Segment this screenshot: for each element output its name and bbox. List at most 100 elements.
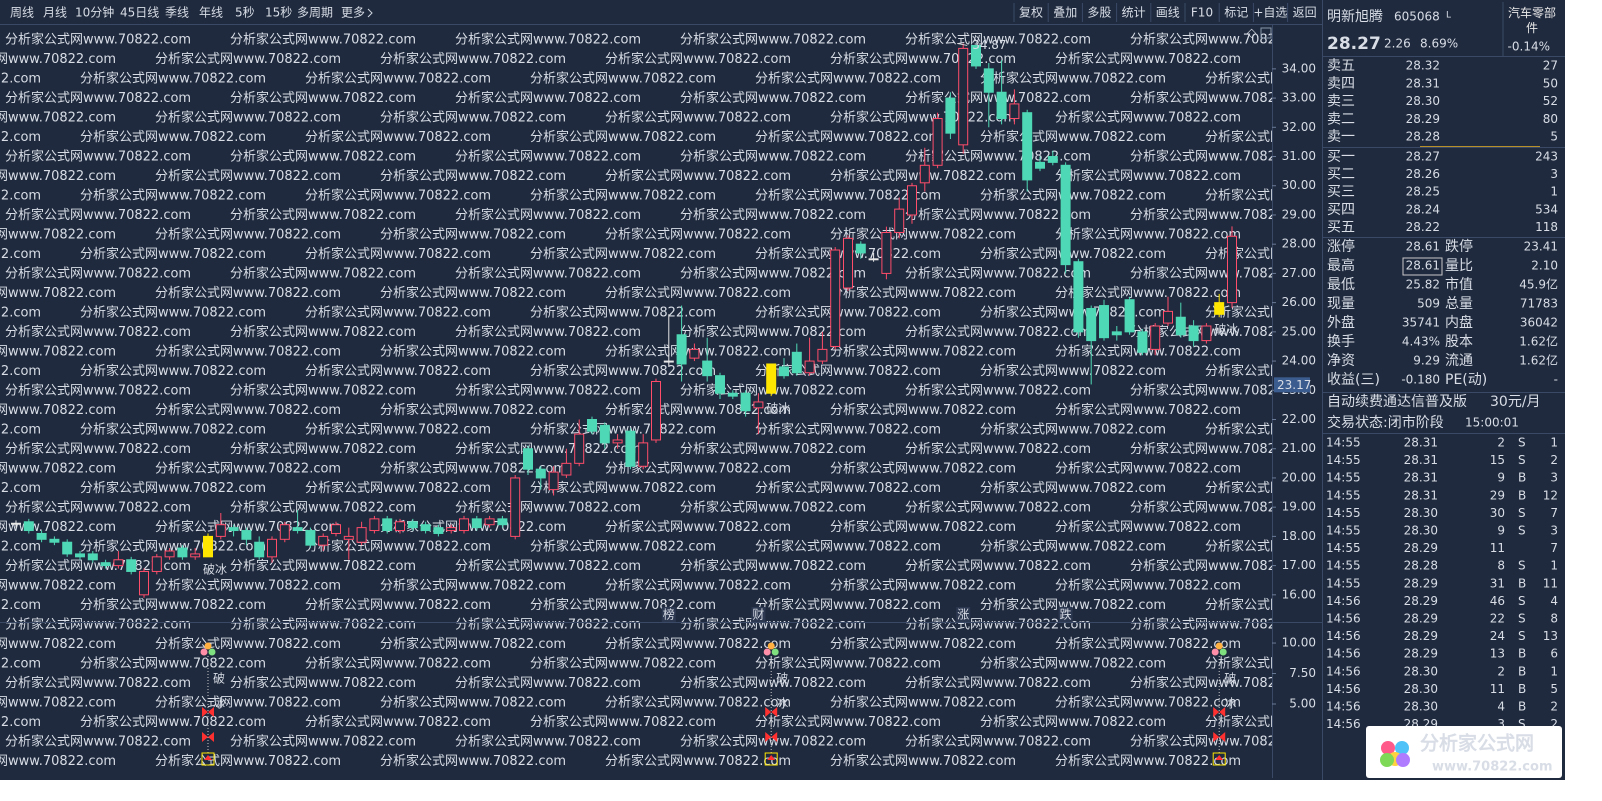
- candle-body: [1009, 103, 1020, 120]
- candle-body: [1111, 331, 1122, 336]
- watermark: 分析家公式网www.70822.com: [155, 51, 341, 67]
- y-tick-label: 33.00: [1282, 91, 1316, 105]
- trade-time: 14:55: [1326, 576, 1361, 590]
- watermark: 分析家公式网www.70822.com: [680, 90, 866, 106]
- watermark: 分析家公式网www.70822.com: [0, 305, 41, 321]
- toolbar-button[interactable]: 复权: [1019, 6, 1043, 20]
- candle-body: [561, 462, 572, 476]
- toolbar-tab[interactable]: 更多: [341, 6, 365, 20]
- banner[interactable]: 自动续费通达信普及版: [1327, 393, 1467, 410]
- banner-price[interactable]: 30元/月: [1490, 394, 1541, 410]
- logo-url: www.70822.com: [1432, 760, 1553, 775]
- trade-side: B: [1518, 700, 1526, 714]
- y-tick-label: 19.00: [1282, 500, 1316, 514]
- watermark: 分析家公式网www.70822.com: [230, 734, 416, 750]
- watermark: 分析家公式网www.70822.com: [155, 168, 341, 184]
- watermark: 分析家公式网www.70822.com: [80, 129, 266, 145]
- watermark: 分析家公式网www.70822.com: [755, 305, 941, 321]
- watermark: 分析家公式网www.70822.com: [980, 129, 1166, 145]
- watermark: 分析家公式网www.70822.com: [605, 168, 791, 184]
- book-price: 28.29: [1406, 112, 1440, 126]
- watermark: 分析家公式网www.70822.com: [830, 285, 1016, 301]
- stat-value: 1.62亿: [1519, 353, 1558, 368]
- trade-price: 28.29: [1404, 594, 1438, 608]
- trade-side: S: [1518, 612, 1526, 626]
- stat-value: 28.61: [1406, 240, 1440, 254]
- watermark: 分析家公式网www.70822.com: [530, 480, 716, 496]
- toolbar-button[interactable]: 多股: [1087, 6, 1111, 20]
- watermark: 分析家公式网www.70822.com: [1130, 90, 1316, 106]
- trade-price: 28.30: [1404, 524, 1438, 538]
- candle-body: [599, 424, 610, 444]
- icon[interactable]: [1260, 27, 1272, 39]
- candle-body: [1086, 307, 1097, 342]
- candle-body: [484, 518, 495, 526]
- trade-volume: 2: [1497, 664, 1505, 678]
- watermark: 分析家公式网www.70822.com: [380, 227, 566, 243]
- watermark: 分析家公式网www.70822.com: [80, 539, 266, 555]
- y-tick-label: 16.00: [1282, 587, 1316, 601]
- watermark: 分析家公式网www.70822.com: [305, 71, 491, 87]
- signal-label: 破冰: [1214, 322, 1238, 337]
- toolbar-button[interactable]: 叠加: [1053, 6, 1077, 20]
- icon[interactable]: ◇: [1247, 26, 1257, 40]
- trade-price: 28.29: [1404, 612, 1438, 626]
- toolbar-tab[interactable]: 多周期: [297, 6, 333, 20]
- trade-count: 2: [1550, 453, 1558, 467]
- toolbar-button[interactable]: 返回: [1293, 6, 1317, 20]
- candle-body: [587, 419, 597, 432]
- watermark: 分析家公式网www.70822.com: [155, 695, 341, 711]
- change-pct: 8.69%: [1420, 37, 1458, 51]
- toolbar-tab[interactable]: 15秒: [265, 6, 292, 20]
- watermark: 分析家公式网www.70822.com: [530, 656, 716, 672]
- candle-body: [497, 518, 508, 526]
- candle-body: [855, 243, 866, 254]
- candle-body: [369, 518, 380, 532]
- toolbar-button[interactable]: 标记: [1224, 6, 1248, 20]
- toolbar-button[interactable]: 统计: [1122, 6, 1146, 20]
- y-tick-label: 22.00: [1282, 412, 1316, 426]
- book-volume: 3: [1550, 167, 1558, 181]
- watermark: 分析家公式网www.70822.com: [830, 227, 1016, 243]
- book-label: 买二: [1327, 167, 1355, 183]
- candle-body: [471, 518, 482, 529]
- watermark: 分析家公式网www.70822.com: [0, 363, 41, 379]
- toolbar-tab[interactable]: 月线: [43, 6, 67, 20]
- toolbar-button[interactable]: +自选: [1253, 6, 1287, 20]
- trade-count: 12: [1543, 488, 1558, 502]
- watermark: 分析家公式网www.70822.com: [905, 734, 1091, 750]
- watermark: 分析家公式网www.70822.com: [755, 714, 941, 730]
- toolbar-tab[interactable]: 10分钟: [75, 5, 114, 20]
- watermark: 分析家公式网www.70822.com: [305, 422, 491, 438]
- trade-price: 28.31: [1404, 471, 1438, 485]
- candle-body: [75, 553, 85, 558]
- signal-char: 破: [213, 671, 225, 686]
- toolbar-tab[interactable]: 45日线: [120, 6, 159, 20]
- toolbar-button[interactable]: F10: [1191, 6, 1213, 20]
- toolbar-button[interactable]: 画线: [1156, 6, 1180, 20]
- watermark: 分析家公式网www.70822.com: [530, 188, 716, 204]
- candle-body: [702, 360, 713, 377]
- trade-count: 11: [1543, 576, 1558, 590]
- watermark: 分析家公式网www.70822.com: [455, 617, 641, 633]
- toolbar-tab[interactable]: 5秒: [235, 6, 255, 20]
- watermark: 分析家公式网www.70822.com: [830, 519, 1016, 535]
- candle-body: [843, 237, 853, 289]
- toolbar-tab[interactable]: 季线: [165, 6, 189, 20]
- toolbar-tab[interactable]: 年线: [199, 6, 223, 20]
- trade-price: 28.29: [1404, 647, 1438, 661]
- trade-time: 14:56: [1326, 629, 1361, 643]
- trade-time: 14:55: [1326, 541, 1361, 555]
- book-volume: 5: [1550, 130, 1558, 144]
- trade-side: B: [1518, 488, 1526, 502]
- candle-body: [779, 366, 789, 377]
- watermark: 分析家公式网www.70822.com: [230, 32, 416, 48]
- watermark: 分析家公式网www.70822.com: [1130, 500, 1316, 516]
- signal-label: 破冰: [203, 561, 227, 576]
- watermark: 分析家公式网www.70822.com: [1055, 344, 1241, 360]
- trade-volume: 11: [1490, 541, 1505, 555]
- toolbar-tab[interactable]: 周线: [10, 6, 34, 20]
- stat-label: 跌停: [1445, 238, 1473, 255]
